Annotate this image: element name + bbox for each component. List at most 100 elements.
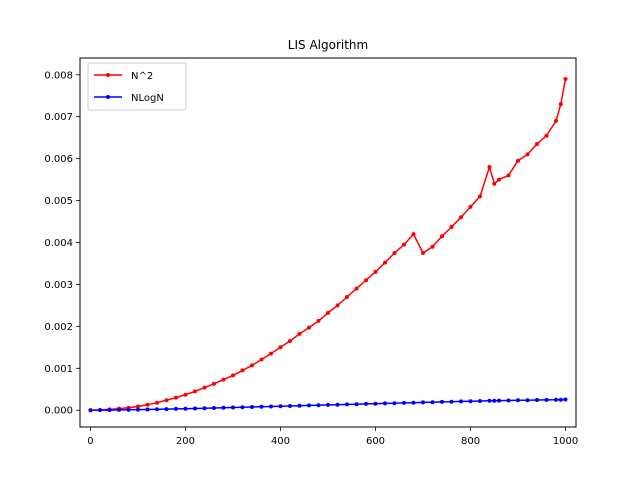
data-point-1 bbox=[392, 401, 397, 406]
data-point-1 bbox=[145, 407, 150, 412]
data-point-1 bbox=[250, 405, 254, 409]
y-tick-label: 0.001 bbox=[44, 364, 73, 375]
data-point-1 bbox=[231, 405, 235, 410]
x-tick-label: 400 bbox=[271, 436, 290, 447]
y-tick-label: 0.005 bbox=[44, 196, 73, 207]
data-point-0 bbox=[402, 242, 406, 247]
data-point-1 bbox=[316, 403, 321, 408]
data-point-1 bbox=[411, 400, 416, 405]
data-point-1 bbox=[326, 402, 330, 407]
data-point-0 bbox=[459, 215, 463, 220]
data-point-1 bbox=[288, 404, 292, 408]
x-tick-label: 800 bbox=[461, 436, 480, 447]
data-point-1 bbox=[364, 401, 368, 406]
data-point-1 bbox=[449, 399, 454, 404]
data-point-1 bbox=[117, 407, 121, 412]
data-point-0 bbox=[345, 295, 349, 299]
data-point-1 bbox=[402, 400, 406, 405]
data-point-0 bbox=[174, 395, 178, 400]
data-point-1 bbox=[525, 398, 530, 403]
data-point-1 bbox=[107, 408, 112, 413]
data-point-1 bbox=[164, 407, 169, 412]
x-tick-label: 0 bbox=[87, 436, 93, 447]
data-point-0 bbox=[478, 194, 482, 199]
data-point-0 bbox=[307, 325, 311, 330]
data-point-1 bbox=[459, 399, 463, 404]
data-point-0 bbox=[554, 118, 558, 123]
data-point-1 bbox=[136, 407, 140, 412]
data-point-1 bbox=[269, 404, 273, 409]
data-point-1 bbox=[554, 397, 558, 402]
data-point-0 bbox=[240, 368, 245, 373]
data-point-1 bbox=[430, 400, 435, 405]
data-point-0 bbox=[250, 363, 254, 368]
data-point-0 bbox=[259, 357, 264, 362]
y-axis: 0.000 0.001 0.002 0.003 0.004 0.005 0.006 0.007… bbox=[44, 70, 80, 417]
data-point-1 bbox=[383, 401, 387, 406]
data-point-0 bbox=[202, 385, 207, 390]
data-point-0 bbox=[558, 102, 563, 107]
data-point-0 bbox=[183, 392, 188, 397]
x-tick-label: 1000 bbox=[553, 436, 578, 447]
data-point-0 bbox=[297, 331, 302, 336]
data-point-0 bbox=[421, 251, 425, 255]
data-point-1 bbox=[212, 406, 216, 410]
data-point-0 bbox=[354, 286, 359, 291]
data-point-0 bbox=[544, 133, 549, 138]
y-tick-label: 0.003 bbox=[44, 280, 73, 291]
data-point-0 bbox=[440, 234, 444, 239]
y-tick-label: 0.007 bbox=[44, 112, 73, 123]
data-point-1 bbox=[558, 397, 563, 402]
chart-title: LIS Algorithm bbox=[288, 38, 368, 52]
data-point-1 bbox=[259, 404, 264, 409]
data-point-0 bbox=[221, 377, 226, 382]
data-point-0 bbox=[506, 173, 511, 178]
data-point-1 bbox=[373, 401, 378, 406]
legend-marker-n2 bbox=[106, 73, 110, 77]
data-point-0 bbox=[492, 181, 497, 186]
y-tick-label: 0.006 bbox=[44, 154, 73, 165]
data-point-0 bbox=[193, 389, 197, 394]
data-point-0 bbox=[525, 152, 530, 157]
plot-lines bbox=[88, 77, 568, 413]
data-point-0 bbox=[288, 339, 292, 343]
data-point-1 bbox=[544, 397, 549, 402]
y-tick-label: 0.004 bbox=[44, 238, 73, 249]
data-point-1 bbox=[535, 398, 539, 402]
data-point-1 bbox=[440, 399, 444, 404]
data-point-1 bbox=[421, 400, 425, 405]
data-point-0 bbox=[383, 260, 387, 265]
data-point-0 bbox=[563, 77, 568, 81]
y-tick-label: 0.002 bbox=[44, 322, 73, 333]
data-point-1 bbox=[278, 404, 283, 409]
data-point-0 bbox=[468, 204, 473, 209]
data-point-1 bbox=[98, 408, 102, 413]
data-point-0 bbox=[411, 232, 416, 237]
y-tick-label: 0.008 bbox=[44, 70, 73, 81]
data-point-0 bbox=[164, 398, 169, 403]
data-point-1 bbox=[563, 397, 568, 402]
data-point-0 bbox=[449, 225, 454, 229]
data-point-1 bbox=[497, 398, 501, 403]
data-point-0 bbox=[326, 310, 330, 315]
data-point-0 bbox=[278, 345, 283, 350]
data-point-0 bbox=[364, 278, 368, 283]
data-point-0 bbox=[392, 251, 397, 255]
data-point-0 bbox=[430, 244, 435, 249]
data-point-0 bbox=[155, 400, 159, 405]
data-point-0 bbox=[516, 158, 520, 163]
legend-label-nlogn: NLogN bbox=[131, 93, 164, 104]
data-point-1 bbox=[297, 403, 302, 408]
data-point-0 bbox=[487, 165, 492, 169]
data-point-1 bbox=[492, 398, 497, 403]
data-point-0 bbox=[269, 351, 273, 356]
data-point-1 bbox=[345, 402, 349, 407]
data-point-1 bbox=[174, 406, 178, 411]
data-point-0 bbox=[335, 303, 340, 308]
data-point-0 bbox=[136, 404, 140, 409]
data-point-1 bbox=[487, 398, 492, 403]
data-point-1 bbox=[354, 402, 359, 407]
x-axis: 0 200 400 600 800 1000 bbox=[87, 427, 578, 447]
data-point-1 bbox=[126, 407, 131, 412]
